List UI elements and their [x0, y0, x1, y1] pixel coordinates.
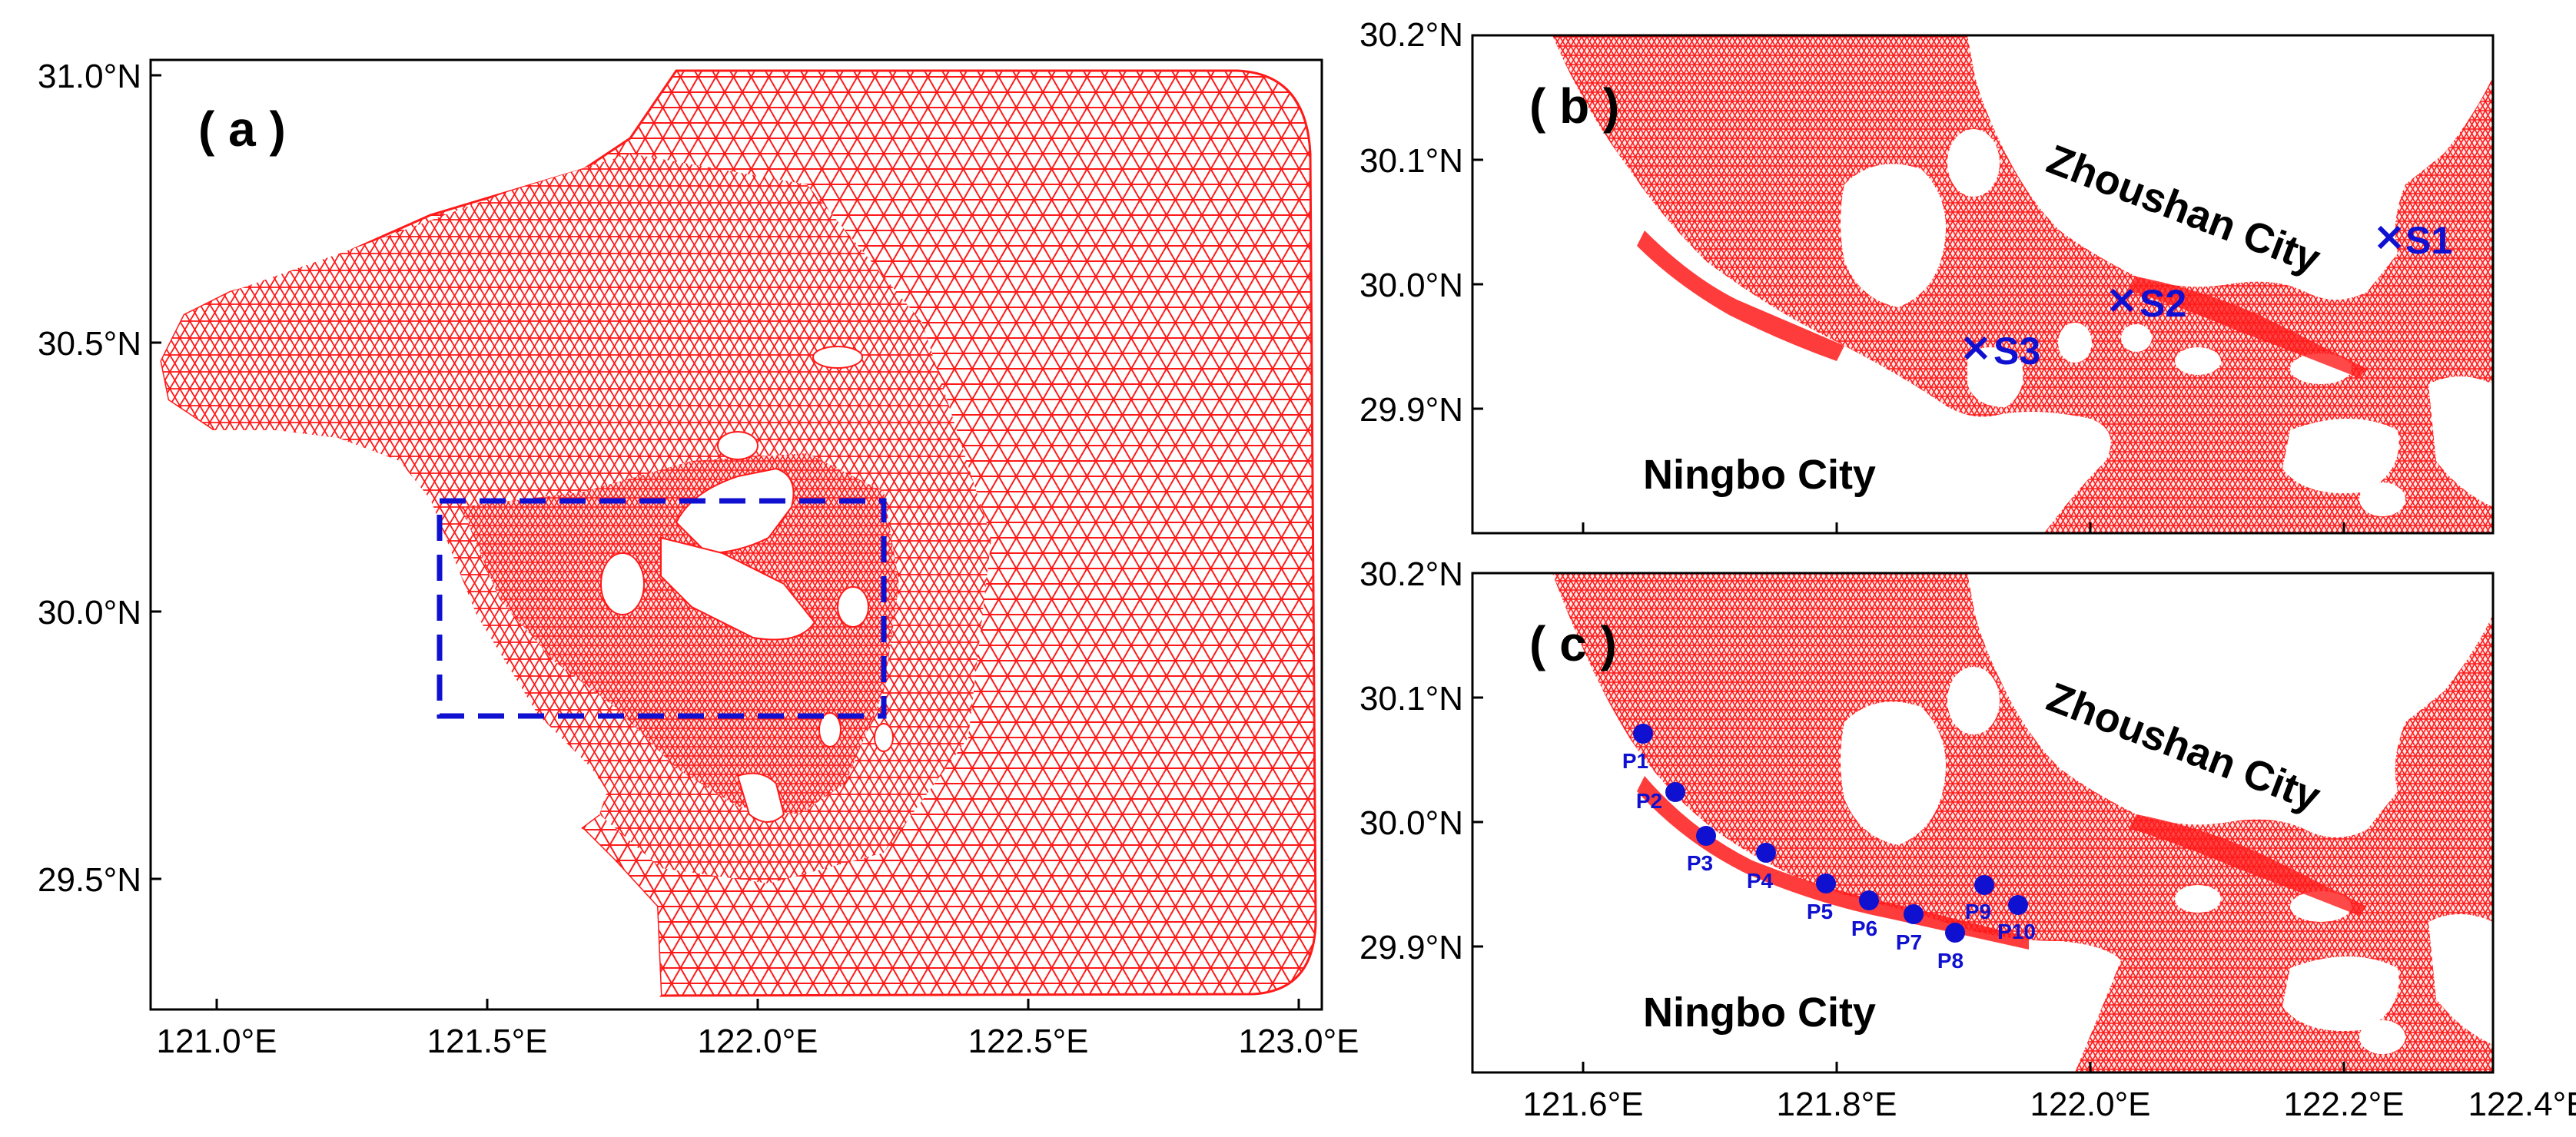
x-tick-c-5: 122.4°E [2468, 1086, 2576, 1123]
city-label-ningbo-b: Ningbo City [1643, 452, 1876, 498]
y-tick-c-2: 30.1°N [1359, 680, 1463, 718]
y-tick-b-2: 30.1°N [1359, 142, 1463, 180]
station-label-s1: S1 [2405, 219, 2452, 262]
mesh-fine-a [461, 453, 899, 814]
point-marker-p1 [1633, 724, 1653, 744]
x-tick-c-3: 122.0°E [2030, 1086, 2150, 1123]
x-tick-a-5: 123.0°E [1238, 1023, 1359, 1060]
point-marker-p8 [1945, 923, 1965, 943]
y-tick-a-4: 29.5°N [38, 861, 141, 899]
point-marker-p9 [1974, 875, 1994, 895]
point-marker-p4 [1756, 843, 1776, 863]
point-marker-p6 [1859, 890, 1879, 910]
coast-strip-c [1637, 776, 2029, 950]
land-ningbo-b [1472, 35, 2111, 533]
y-tick-b-4: 29.9°N [1359, 391, 1463, 429]
point-label-p5: P5 [1807, 900, 1833, 923]
land-zhoushan-c [1967, 573, 2493, 837]
y-tick-a-1: 31.0°N [38, 58, 141, 95]
panel-b: ( b ) 30.2°N 30.1°N 30.0°N 29.9°N Zhoush… [1359, 16, 2495, 535]
panel-label-a: ( a ) [198, 101, 286, 157]
panel-a: ( a ) 121.0°E 121.5°E 122.0°E 122.5°E 12… [38, 58, 1359, 1060]
point-marker-p10 [2008, 895, 2028, 915]
point-marker-p7 [1904, 904, 1924, 924]
y-tick-c-4: 29.9°N [1359, 929, 1463, 966]
frame-a [149, 58, 1323, 1011]
points-c [1633, 724, 2028, 943]
station-label-s2: S2 [2139, 282, 2186, 325]
land-ningbo-c [1472, 573, 2121, 1072]
point-marker-p5 [1816, 873, 1836, 893]
point-label-p6: P6 [1851, 917, 1877, 940]
point-label-p2: P2 [1636, 789, 1662, 813]
y-tick-a-2: 30.5°N [38, 325, 141, 363]
x-tick-a-4: 122.5°E [968, 1023, 1088, 1060]
islands-b [1841, 35, 2493, 516]
city-label-ningbo-c: Ningbo City [1643, 989, 1876, 1036]
point-marker-p2 [1665, 782, 1685, 802]
land-a [154, 430, 661, 999]
islands-a [600, 346, 894, 823]
islands-c [1841, 573, 2493, 1054]
panel-label-c: ( c ) [1529, 616, 1617, 671]
channel-c [2129, 814, 2367, 916]
stations-b [1964, 225, 2402, 360]
x-tick-c-1: 121.6°E [1522, 1086, 1643, 1123]
point-label-p3: P3 [1687, 851, 1713, 875]
x-tick-c-4: 122.2°E [2283, 1086, 2404, 1123]
y-tick-c-1: 30.2°N [1359, 555, 1463, 593]
point-label-p4: P4 [1747, 869, 1774, 893]
point-label-p9: P9 [1965, 900, 1991, 923]
coast-strip-b [1637, 230, 1844, 361]
y-tick-b-1: 30.2°N [1359, 16, 1463, 54]
point-label-p7: P7 [1896, 930, 1922, 954]
channel-b [2129, 277, 2367, 378]
point-label-p1: P1 [1622, 749, 1648, 773]
point-label-p8: P8 [1937, 949, 1964, 973]
y-tick-b-3: 30.0°N [1359, 267, 1463, 304]
station-label-s3: S3 [1993, 330, 2040, 373]
point-marker-p3 [1696, 826, 1716, 846]
y-tick-a-3: 30.0°N [38, 594, 141, 631]
x-tick-c-2: 121.8°E [1776, 1086, 1897, 1123]
land-zhoushan-b [1967, 35, 2493, 300]
panel-c: ( c ) 30.2°N 30.1°N 30.0°N 29.9°N 121.6°… [1359, 555, 2576, 1123]
study-area-box [437, 498, 887, 719]
panel-label-b: ( b ) [1529, 78, 1619, 134]
x-tick-a-2: 121.5°E [427, 1023, 547, 1060]
point-label-p10: P10 [1997, 920, 2036, 943]
y-tick-c-3: 30.0°N [1359, 804, 1463, 842]
x-tick-a-3: 122.0°E [697, 1023, 818, 1060]
x-tick-a-1: 121.0°E [156, 1023, 277, 1060]
